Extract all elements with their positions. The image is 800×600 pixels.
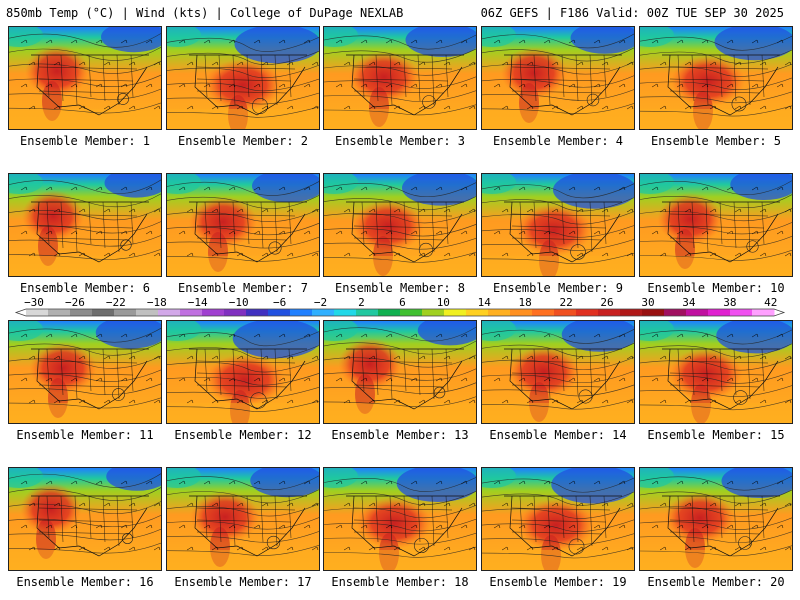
colorbar-swatch [466, 309, 489, 316]
ensemble-member-label: Ensemble Member: 15 [647, 428, 785, 442]
colorbar-swatch [400, 309, 423, 316]
colorbar-tick-label: −18 [147, 297, 167, 309]
colorbar-swatch [488, 309, 511, 316]
ensemble-member-label: Ensemble Member: 10 [647, 281, 785, 295]
colorbar-tick-label: −14 [188, 297, 208, 309]
colorbar-tick-label: 2 [358, 297, 365, 309]
colorbar-tick-label: −30 [24, 297, 44, 309]
ensemble-member-label: Ensemble Member: 11 [16, 428, 154, 442]
ensemble-member-label: Ensemble Member: 20 [647, 575, 785, 589]
colorbar-swatch [642, 309, 665, 316]
ensemble-member-label: Ensemble Member: 12 [174, 428, 312, 442]
ensemble-member-map [8, 26, 162, 130]
ensemble-member-label: Ensemble Member: 4 [492, 134, 624, 148]
ensemble-member-map [639, 467, 793, 571]
colorbar-tick-label: 30 [641, 297, 654, 309]
colorbar-tick-label: 34 [682, 297, 696, 309]
colorbar-swatch [444, 309, 467, 316]
colorbar-tick-label: 10 [437, 297, 450, 309]
ensemble-member-map [166, 173, 320, 277]
ensemble-member-map [8, 320, 162, 424]
colorbar-tick-label: 14 [478, 297, 492, 309]
colorbar-swatch [290, 309, 313, 316]
colorbar-swatch [752, 309, 775, 316]
ensemble-member-map [8, 173, 162, 277]
colorbar-swatch [180, 309, 203, 316]
colorbar-outline [14, 308, 786, 317]
colorbar-tick-label: 18 [519, 297, 532, 309]
ensemble-member-label: Ensemble Member: 2 [177, 134, 309, 148]
colorbar-swatch [356, 309, 379, 316]
colorbar-swatch [554, 309, 577, 316]
colorbar-tick-label: −26 [65, 297, 85, 309]
colorbar-swatch [620, 309, 643, 316]
colorbar-tick-label: −22 [106, 297, 126, 309]
colorbar-swatch [576, 309, 599, 316]
ensemble-member-map [8, 467, 162, 571]
ensemble-member-label: Ensemble Member: 5 [650, 134, 782, 148]
ensemble-member-map [323, 467, 477, 571]
ensemble-member-label: Ensemble Member: 16 [16, 575, 154, 589]
ensemble-member-map [481, 467, 635, 571]
ensemble-member-map [323, 26, 477, 130]
ensemble-member-label: Ensemble Member: 3 [334, 134, 466, 148]
colorbar-swatch [422, 309, 445, 316]
colorbar-swatch [378, 309, 401, 316]
colorbar-swatch [312, 309, 335, 316]
colorbar-tick-label: 6 [399, 297, 406, 309]
ensemble-member-label: Ensemble Member: 6 [19, 281, 151, 295]
colorbar-swatch [334, 309, 357, 316]
ensemble-member-label: Ensemble Member: 1 [19, 134, 151, 148]
colorbar-swatch [510, 309, 533, 316]
colorbar-swatch [92, 309, 115, 316]
ensemble-member-map [481, 173, 635, 277]
ensemble-member-label: Ensemble Member: 7 [177, 281, 309, 295]
ensemble-member-label: Ensemble Member: 8 [334, 281, 466, 295]
colorbar-swatch [246, 309, 269, 316]
colorbar-swatch [158, 309, 181, 316]
colorbar-tick-label: −2 [314, 297, 327, 309]
ensemble-member-map [481, 320, 635, 424]
colorbar-swatch [532, 309, 555, 316]
ensemble-member-map [323, 173, 477, 277]
colorbar-tick-label: −6 [273, 297, 286, 309]
ensemble-member-label: Ensemble Member: 17 [174, 575, 312, 589]
ensemble-member-map [639, 173, 793, 277]
ensemble-member-label: Ensemble Member: 19 [489, 575, 627, 589]
ensemble-member-label: Ensemble Member: 18 [331, 575, 469, 589]
ensemble-member-map [166, 320, 320, 424]
colorbar-tick-label: 42 [764, 297, 777, 309]
colorbar-swatch [136, 309, 159, 316]
colorbar-swatch [708, 309, 731, 316]
colorbar-swatch [202, 309, 225, 316]
colorbar-swatch [664, 309, 687, 316]
colorbar-swatch [598, 309, 621, 316]
colorbar-swatch [268, 309, 291, 316]
colorbar-tick-label: 38 [723, 297, 736, 309]
temperature-colorbar: −30 −26 −22 −18 −14 −10 −6 −2 2 6 10 14 18 22 26 30 34 38… [14, 297, 786, 317]
colorbar-swatch [48, 309, 71, 316]
map-title: 850mb Temp (°C) | Wind (kts) | College o… [6, 6, 404, 20]
colorbar-swatch [26, 309, 49, 316]
ensemble-member-map [323, 320, 477, 424]
colorbar-tick-label: 22 [559, 297, 572, 309]
run-valid-time: 06Z GEFS | F186 Valid: 00Z TUE SEP 30 20… [480, 6, 784, 20]
ensemble-member-map [639, 320, 793, 424]
ensemble-member-map [166, 26, 320, 130]
colorbar-swatch [70, 309, 93, 316]
colorbar-swatch [730, 309, 753, 316]
ensemble-member-label: Ensemble Member: 9 [492, 281, 624, 295]
ensemble-member-map [166, 467, 320, 571]
ensemble-member-map [481, 26, 635, 130]
ensemble-member-label: Ensemble Member: 13 [331, 428, 469, 442]
ensemble-member-map [639, 26, 793, 130]
colorbar-tick-label: −10 [229, 297, 249, 309]
colorbar-swatch [224, 309, 247, 316]
ensemble-member-label: Ensemble Member: 14 [489, 428, 627, 442]
colorbar-swatch [686, 309, 709, 316]
colorbar-tick-label: 26 [600, 297, 613, 309]
colorbar-swatch [114, 309, 137, 316]
